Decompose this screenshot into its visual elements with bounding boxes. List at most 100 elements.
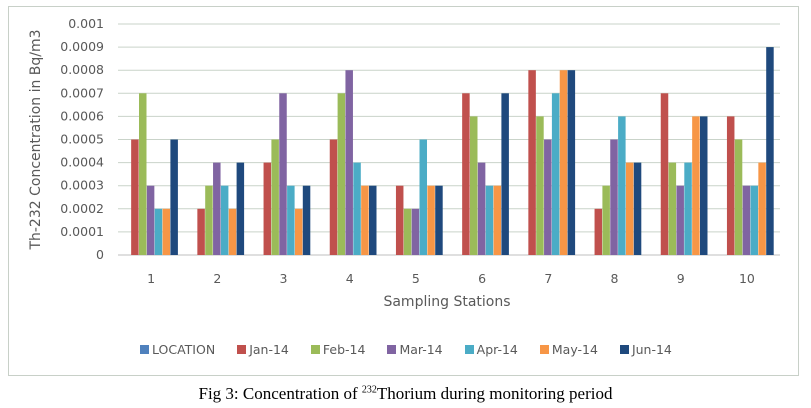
- legend-label: Jan-14: [249, 342, 289, 357]
- x-tick-label: 3: [280, 271, 288, 286]
- y-tick-label: 0.0007: [60, 85, 104, 100]
- bar-mar-14: [477, 162, 486, 255]
- bar-feb-14: [271, 139, 279, 255]
- bar-jun-14: [302, 185, 311, 255]
- bar-feb-14: [734, 139, 743, 255]
- y-tick-label: 0.0003: [60, 178, 104, 193]
- bar-feb-14: [139, 93, 147, 255]
- bar-may-14: [228, 208, 237, 255]
- bar-jan-14: [462, 93, 470, 255]
- bar-apr-14: [419, 139, 427, 255]
- y-tick-label: 0.0002: [60, 201, 104, 216]
- bar-mar-14: [213, 162, 221, 255]
- bar-may-14: [625, 162, 634, 255]
- bar-feb-14: [668, 162, 677, 255]
- bar-apr-14: [154, 208, 163, 255]
- bar-mar-14: [610, 139, 618, 255]
- bar-apr-14: [220, 185, 229, 255]
- figure-caption: Fig 3: Concentration of 232Thorium durin…: [0, 384, 811, 404]
- bar-jan-14: [131, 139, 139, 255]
- bar-jan-14: [263, 162, 272, 255]
- bar-apr-14: [750, 185, 758, 255]
- legend-swatch: [387, 345, 397, 354]
- bar-jan-14: [726, 116, 735, 256]
- x-tick-label: 2: [213, 271, 221, 286]
- bar-jan-14: [395, 185, 404, 255]
- bar-apr-14: [618, 116, 626, 256]
- bar-jun-14: [567, 70, 576, 255]
- bar-jan-14: [660, 93, 669, 255]
- bar-may-14: [758, 162, 766, 255]
- y-tick-label: 0.0008: [60, 62, 104, 77]
- legend-swatch: [310, 345, 320, 354]
- legend-label: Mar-14: [399, 342, 443, 357]
- x-tick-label: 10: [739, 271, 755, 286]
- bar-may-14: [427, 185, 435, 255]
- bar-apr-14: [684, 162, 692, 255]
- x-tick-label: 5: [412, 271, 420, 286]
- legend-swatch: [619, 345, 629, 354]
- bar-jun-14: [766, 47, 774, 255]
- x-tick-label: 4: [346, 271, 354, 286]
- bar-jun-14: [236, 162, 245, 255]
- legend-item: Mar-14: [387, 342, 443, 357]
- bar-jun-14: [633, 162, 642, 255]
- bar-apr-14: [353, 162, 361, 255]
- legend-label: Feb-14: [322, 342, 366, 357]
- x-axis-title: Sampling Stations: [383, 294, 510, 310]
- bar-jun-14: [700, 116, 708, 256]
- legend-item: Jun-14: [619, 342, 672, 357]
- bar-apr-14: [287, 185, 295, 255]
- caption-suffix: Thorium during monitoring period: [376, 384, 613, 403]
- x-tick-label: 8: [611, 271, 619, 286]
- legend-item: May-14: [539, 342, 598, 357]
- caption-prefix: Fig 3: Concentration of: [198, 384, 362, 403]
- y-tick-label: 0.0004: [60, 155, 104, 170]
- bar-mar-14: [544, 139, 552, 255]
- bar-mar-14: [146, 185, 155, 255]
- bar-may-14: [361, 185, 369, 255]
- bar-feb-14: [337, 93, 346, 255]
- legend-label: May-14: [551, 342, 598, 357]
- bar-mar-14: [345, 70, 353, 255]
- chart-legend: LOCATION Jan-14 Feb-14 Mar-14 Apr-14 May-14 Ju…: [140, 342, 672, 357]
- y-tick-label: 0: [96, 247, 104, 262]
- bar-may-14: [493, 185, 502, 255]
- bar-feb-14: [205, 185, 213, 255]
- bar-jan-14: [329, 139, 338, 255]
- bar-may-14: [559, 70, 568, 255]
- bar-mar-14: [411, 208, 420, 255]
- bar-apr-14: [551, 93, 560, 255]
- legend-item: Apr-14: [464, 342, 518, 357]
- caption-superscript: 232: [361, 384, 377, 396]
- bar-jan-14: [594, 208, 603, 255]
- y-tick-label: 0.001: [68, 16, 104, 31]
- legend-item: Jan-14: [237, 342, 289, 357]
- x-tick-label: 1: [147, 271, 155, 286]
- bar-jun-14: [369, 185, 377, 255]
- bar-apr-14: [485, 185, 494, 255]
- y-tick-label: 0.0009: [60, 39, 104, 54]
- bar-jan-14: [528, 70, 536, 255]
- legend-swatch: [464, 345, 474, 354]
- legend-swatch: [140, 345, 149, 354]
- legend-label: Jun-14: [631, 342, 672, 357]
- legend-label: LOCATION: [152, 342, 216, 357]
- x-tick-label: 7: [544, 271, 552, 286]
- y-axis-title: Th-232 Concentration in Bq/m3: [28, 29, 44, 250]
- bar-may-14: [692, 116, 700, 256]
- legend-swatch: [237, 345, 247, 354]
- bar-may-14: [294, 208, 303, 255]
- bar-feb-14: [536, 116, 544, 256]
- bar-jan-14: [197, 208, 205, 255]
- bar-mar-14: [742, 185, 751, 255]
- bar-feb-14: [470, 116, 478, 256]
- bar-feb-14: [602, 185, 610, 255]
- y-tick-label: 0.0005: [60, 132, 104, 147]
- bar-mar-14: [279, 93, 287, 255]
- x-tick-label: 9: [677, 271, 685, 286]
- y-tick-label: 0.0001: [60, 224, 104, 239]
- bar-chart: 0 0.0001 0.0002 0.0003 0.0004 0.0005 0.0006 0.0…: [28, 16, 780, 310]
- bar-jun-14: [501, 93, 509, 255]
- y-tick-label: 0.0006: [60, 108, 104, 123]
